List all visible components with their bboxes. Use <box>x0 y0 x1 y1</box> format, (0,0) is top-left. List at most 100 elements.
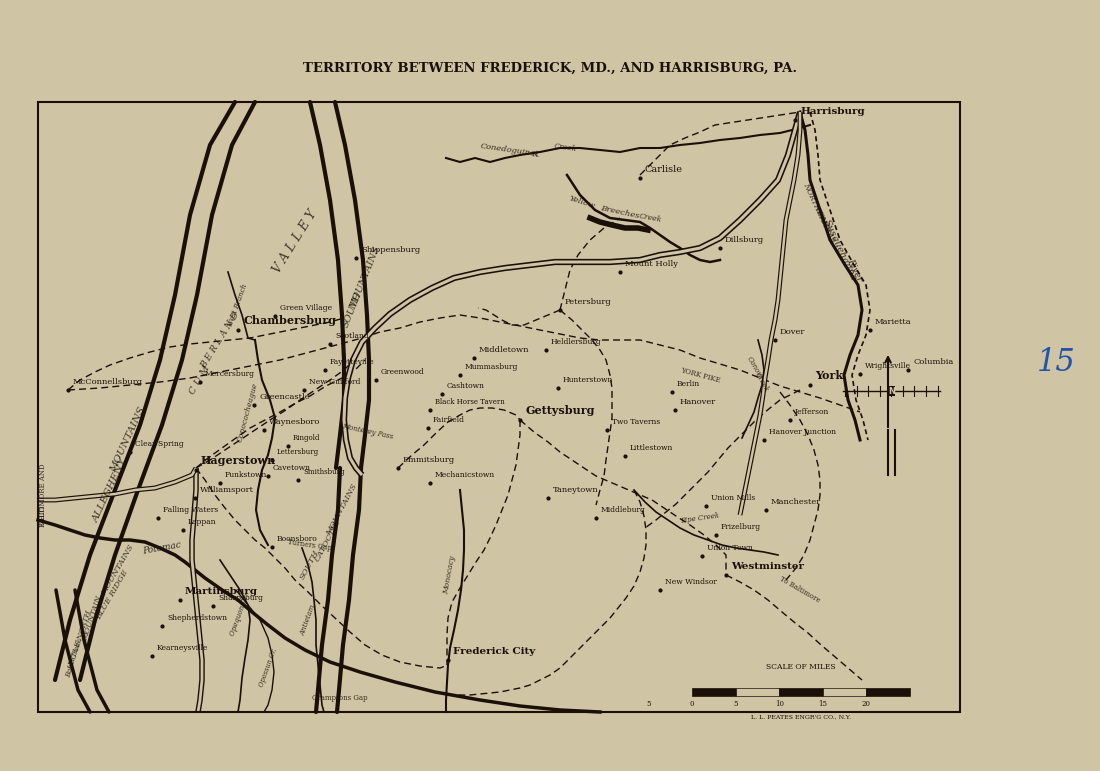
Text: 15: 15 <box>1036 347 1076 378</box>
Text: 10: 10 <box>774 699 783 708</box>
Text: Chambersburg: Chambersburg <box>243 315 336 326</box>
Text: BALTIMORE AND: BALTIMORE AND <box>39 463 47 527</box>
Bar <box>779 688 823 695</box>
Text: Shepherdstown: Shepherdstown <box>167 614 227 622</box>
Text: BLUE RIDGE: BLUE RIDGE <box>95 569 130 621</box>
Text: L. L. PEATES ENGR'G CO., N.Y.: L. L. PEATES ENGR'G CO., N.Y. <box>751 715 851 720</box>
Text: MOUNTAINS: MOUNTAINS <box>349 245 382 311</box>
Bar <box>867 688 910 695</box>
Text: Waynesboro: Waynesboro <box>270 418 320 426</box>
Text: Hagerstown: Hagerstown <box>201 455 276 466</box>
Text: Mount Holly: Mount Holly <box>625 260 678 268</box>
Text: West Branch: West Branch <box>227 282 250 328</box>
Text: SOUTH: SOUTH <box>299 549 321 581</box>
Text: 0: 0 <box>690 699 694 708</box>
Text: Frizelburg: Frizelburg <box>720 523 761 531</box>
Text: Funkstown: Funkstown <box>226 471 267 479</box>
Text: MOUNTAINS: MOUNTAINS <box>109 406 147 474</box>
Text: Heldlersburg: Heldlersburg <box>551 338 602 346</box>
Text: Cavetown: Cavetown <box>273 464 311 472</box>
Text: Falling Waters: Falling Waters <box>163 506 218 514</box>
Text: New Windsor: New Windsor <box>666 578 717 586</box>
Text: Green Village: Green Village <box>280 304 332 312</box>
Text: Creek: Creek <box>638 212 662 224</box>
Text: 5: 5 <box>646 699 651 708</box>
Text: Smithsburg: Smithsburg <box>302 468 344 476</box>
Text: Dover: Dover <box>780 328 805 336</box>
Text: Turners Gap: Turners Gap <box>287 538 332 552</box>
Text: Union Town: Union Town <box>707 544 752 552</box>
Text: Kearneysville: Kearneysville <box>157 644 208 652</box>
Text: CENTRAL: CENTRAL <box>813 205 837 244</box>
Text: Frederick City: Frederick City <box>453 647 536 656</box>
Text: Creek: Creek <box>754 371 771 393</box>
Text: Mummasburg: Mummasburg <box>465 363 518 371</box>
Text: Scotland: Scotland <box>336 332 368 340</box>
Text: R.: R. <box>530 150 540 160</box>
Bar <box>823 688 867 695</box>
Text: Lappan: Lappan <box>188 518 217 526</box>
Text: Hanover Junction: Hanover Junction <box>769 428 836 436</box>
Text: LITTLE NORTH: LITTLE NORTH <box>67 609 94 671</box>
Text: Conow.: Conow. <box>745 355 764 381</box>
Text: V A L L E Y: V A L L E Y <box>271 208 320 276</box>
Text: Martinsburg: Martinsburg <box>185 587 258 596</box>
Text: Monterey Pass: Monterey Pass <box>342 423 395 441</box>
Bar <box>692 688 736 695</box>
Text: Pipe Creek: Pipe Creek <box>680 511 719 525</box>
Text: Black Horse Tavern: Black Horse Tavern <box>434 398 505 406</box>
Text: Conococheague: Conococheague <box>236 382 260 443</box>
Text: TERRITORY BETWEEN FREDERICK, MD., AND HARRISBURG, PA.: TERRITORY BETWEEN FREDERICK, MD., AND HA… <box>302 62 798 75</box>
Text: B E R L A N D: B E R L A N D <box>199 310 241 370</box>
Text: MOUNTAINS: MOUNTAINS <box>100 543 135 597</box>
Text: Opequon Cr.: Opequon Cr. <box>229 593 252 638</box>
Text: Breeches: Breeches <box>600 204 640 220</box>
Text: Taneytown: Taneytown <box>553 486 598 494</box>
Text: MOUNTAIN: MOUNTAIN <box>81 594 103 641</box>
Text: Williamsport: Williamsport <box>200 486 254 494</box>
Text: Antietam: Antietam <box>299 604 317 637</box>
Text: 5: 5 <box>734 699 738 708</box>
Text: Jefferson: Jefferson <box>795 408 829 416</box>
Text: C U M: C U M <box>188 364 212 396</box>
Text: Back Creek: Back Creek <box>65 638 85 678</box>
Text: Two Taverns: Two Taverns <box>612 418 660 426</box>
Text: Petersburg: Petersburg <box>565 298 612 306</box>
Text: 15: 15 <box>818 699 827 708</box>
Text: Fairfield: Fairfield <box>433 416 465 424</box>
Text: Harrisburg: Harrisburg <box>800 107 865 116</box>
Text: Berlin: Berlin <box>676 380 701 388</box>
Text: MOUNTAINS: MOUNTAINS <box>324 483 359 537</box>
Text: CATOCTIN: CATOCTIN <box>314 517 342 563</box>
Text: Middletown: Middletown <box>478 346 529 354</box>
Text: Carlisle: Carlisle <box>645 165 683 174</box>
Text: Union Mills: Union Mills <box>711 494 756 502</box>
Text: Cashtown: Cashtown <box>447 382 485 390</box>
Text: Emmitsburg: Emmitsburg <box>403 456 455 464</box>
Text: McConnellsburg: McConnellsburg <box>73 378 143 386</box>
Text: NORTHERN: NORTHERN <box>801 181 828 228</box>
Text: SCALE OF MILES: SCALE OF MILES <box>767 663 836 671</box>
Text: Monocacy: Monocacy <box>442 555 458 595</box>
Text: N: N <box>888 386 894 396</box>
Text: YORK PIKE: YORK PIKE <box>679 366 721 384</box>
Text: Clear Spring: Clear Spring <box>135 440 184 448</box>
Text: Littlestown: Littlestown <box>630 444 673 452</box>
Text: Potomac: Potomac <box>142 540 182 556</box>
Text: Mercersburg: Mercersburg <box>205 370 255 378</box>
Text: Boonsboro: Boonsboro <box>277 535 318 543</box>
Text: River: River <box>846 257 865 283</box>
Text: Ringold: Ringold <box>293 434 320 442</box>
Text: Shippensburg: Shippensburg <box>361 246 420 254</box>
Text: Lettersburg: Lettersburg <box>277 448 319 456</box>
Text: Sharpsburg: Sharpsburg <box>218 594 263 602</box>
Text: Greenwood: Greenwood <box>381 368 425 376</box>
Text: Manchester: Manchester <box>771 498 822 506</box>
Text: OHIO: OHIO <box>39 505 47 525</box>
Bar <box>736 688 779 695</box>
Text: York: York <box>815 370 843 381</box>
Bar <box>39 102 960 712</box>
Text: ALLEGHENY: ALLEGHENY <box>91 456 129 524</box>
Text: Fayetteville: Fayetteville <box>330 358 375 366</box>
Text: Yellow: Yellow <box>568 194 596 210</box>
